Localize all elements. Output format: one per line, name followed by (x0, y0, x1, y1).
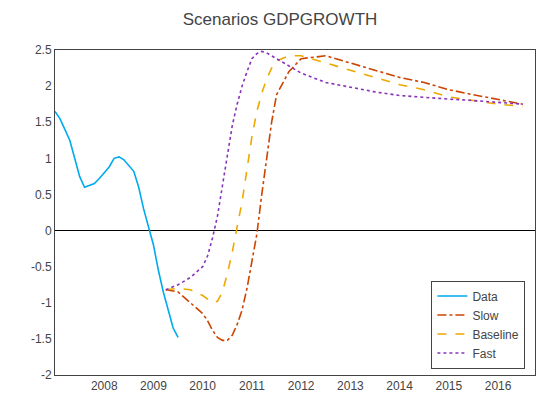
svg-text:2: 2 (45, 79, 52, 93)
svg-text:-1: -1 (41, 296, 52, 310)
svg-text:1.5: 1.5 (35, 115, 52, 129)
svg-text:-2: -2 (41, 368, 52, 382)
svg-text:1: 1 (45, 152, 52, 166)
svg-text:Slow: Slow (472, 309, 498, 323)
svg-text:2009: 2009 (140, 379, 167, 393)
svg-text:2015: 2015 (435, 379, 462, 393)
svg-text:2016: 2016 (485, 379, 512, 393)
svg-text:-1.5: -1.5 (31, 332, 52, 346)
svg-text:2014: 2014 (386, 379, 413, 393)
svg-text:0.5: 0.5 (35, 188, 52, 202)
svg-text:Data: Data (472, 290, 498, 304)
svg-text:2013: 2013 (337, 379, 364, 393)
svg-text:2012: 2012 (288, 379, 315, 393)
svg-text:2.5: 2.5 (35, 43, 52, 57)
svg-text:Scenarios GDPGROWTH: Scenarios GDPGROWTH (183, 10, 378, 29)
svg-text:Baseline: Baseline (472, 328, 518, 342)
svg-text:2010: 2010 (189, 379, 216, 393)
svg-text:-0.5: -0.5 (31, 260, 52, 274)
svg-text:0: 0 (45, 224, 52, 238)
svg-text:Fast: Fast (472, 347, 496, 361)
svg-text:2011: 2011 (239, 379, 265, 393)
svg-text:2008: 2008 (91, 379, 118, 393)
